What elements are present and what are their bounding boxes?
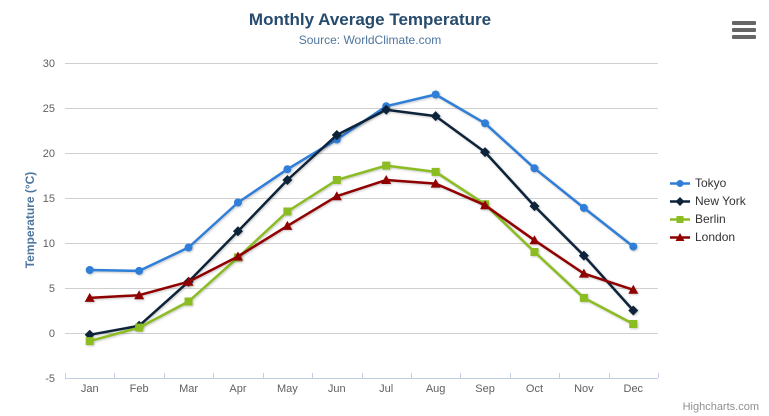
data-point-marker[interactable] <box>480 200 491 210</box>
chart-title: Monthly Average Temperature <box>248 10 492 29</box>
x-tick-label: Nov <box>574 383 594 395</box>
data-point-marker[interactable] <box>283 207 292 216</box>
legend-item-label: New York <box>695 194 746 208</box>
data-point-marker[interactable] <box>382 161 391 170</box>
gridlines <box>65 63 658 379</box>
x-tick-label: Jan <box>81 383 99 395</box>
chart-subtitle: Source: WorldClimate.com <box>298 33 442 47</box>
x-tick-label: May <box>277 383 298 395</box>
data-point-marker[interactable] <box>283 165 292 174</box>
y-tick-label: 20 <box>43 148 55 160</box>
data-point-marker[interactable] <box>85 337 94 346</box>
data-point-marker[interactable] <box>381 175 392 184</box>
data-point-marker[interactable] <box>676 179 684 187</box>
x-axis <box>65 373 659 379</box>
legend-item-berlin[interactable]: Berlin <box>670 210 746 228</box>
legend-item-tokyo[interactable]: Tokyo <box>670 174 746 192</box>
y-axis-title: Temperature (°C) <box>23 171 37 269</box>
x-tick-label: Feb <box>130 383 149 395</box>
y-tick-label: 0 <box>49 328 55 340</box>
data-point-marker[interactable] <box>331 130 342 140</box>
x-tick-label: Jun <box>328 383 346 395</box>
data-point-marker[interactable] <box>578 268 589 278</box>
data-point-marker[interactable] <box>85 266 94 274</box>
series-line-berlin <box>88 164 635 343</box>
x-tick-label: Oct <box>526 383 543 395</box>
data-point-marker[interactable] <box>481 119 490 128</box>
data-point-marker[interactable] <box>480 147 491 158</box>
data-point-marker[interactable] <box>628 284 639 294</box>
y-tick-label: 5 <box>49 283 55 295</box>
data-point-marker[interactable] <box>232 226 243 237</box>
series-tokyo <box>85 90 638 275</box>
data-point-marker[interactable] <box>430 178 441 188</box>
data-point-marker[interactable] <box>629 320 638 328</box>
legend-item-label: London <box>695 230 736 244</box>
data-point-marker[interactable] <box>675 232 685 241</box>
x-tick-label: Aug <box>426 383 446 395</box>
data-point-marker[interactable] <box>431 90 440 99</box>
data-point-marker[interactable] <box>331 191 342 201</box>
series-london <box>84 175 639 302</box>
hamburger-bar <box>732 35 756 39</box>
series-line-tokyo <box>88 93 635 273</box>
data-point-marker[interactable] <box>183 276 194 286</box>
legend-item-label: Tokyo <box>695 176 727 190</box>
x-tick-label: Sep <box>475 383 495 395</box>
legend-item-label: Berlin <box>695 212 726 226</box>
series-line-london <box>88 178 635 300</box>
x-tick-label: Apr <box>229 383 246 395</box>
data-point-marker[interactable] <box>529 235 540 245</box>
data-point-marker[interactable] <box>233 198 242 207</box>
data-point-marker[interactable] <box>628 305 639 316</box>
data-point-marker[interactable] <box>579 293 588 302</box>
x-tick-label: Mar <box>179 383 198 395</box>
x-tick-label: Dec <box>624 383 644 395</box>
series-new-york <box>84 104 639 340</box>
data-point-marker[interactable] <box>676 215 684 223</box>
x-tick-label: Jul <box>379 383 393 395</box>
data-point-marker[interactable] <box>135 266 144 275</box>
legend-marker-icon <box>670 232 690 241</box>
data-point-marker[interactable] <box>84 292 95 302</box>
data-point-marker[interactable] <box>431 167 440 176</box>
legend: Tokyo New York Berlin London <box>670 174 746 246</box>
data-point-marker[interactable] <box>529 201 540 212</box>
y-tick-label: 15 <box>43 193 55 205</box>
data-point-marker[interactable] <box>282 220 293 230</box>
data-point-marker[interactable] <box>430 111 441 122</box>
data-point-marker[interactable] <box>579 203 588 212</box>
legend-marker-icon <box>670 179 690 187</box>
data-point-marker[interactable] <box>530 248 539 256</box>
legend-marker-icon <box>670 215 690 223</box>
y-tick-label: -5 <box>45 373 55 385</box>
legend-item-new-york[interactable]: New York <box>670 192 746 210</box>
data-point-marker[interactable] <box>232 251 243 261</box>
hamburger-bar <box>732 21 756 25</box>
data-point-marker[interactable] <box>530 164 539 173</box>
y-tick-label: 30 <box>43 58 55 70</box>
legend-marker-icon <box>670 196 690 206</box>
hamburger-bar <box>732 28 756 32</box>
data-point-marker[interactable] <box>332 176 341 184</box>
legend-item-london[interactable]: London <box>670 228 746 246</box>
y-tick-label: 25 <box>43 103 55 115</box>
data-point-marker[interactable] <box>381 104 392 115</box>
data-point-marker[interactable] <box>184 297 193 306</box>
hamburger-menu-icon[interactable] <box>732 21 756 39</box>
data-point-marker[interactable] <box>184 243 193 252</box>
data-point-marker[interactable] <box>629 242 638 251</box>
data-point-marker[interactable] <box>282 175 293 185</box>
data-point-marker[interactable] <box>135 323 144 332</box>
series-line-new-york <box>88 108 635 337</box>
y-tick-label: 10 <box>43 238 55 250</box>
data-point-marker[interactable] <box>578 250 589 261</box>
data-point-marker[interactable] <box>675 196 685 206</box>
data-point-marker[interactable] <box>134 290 145 300</box>
highcharts-credits[interactable]: Highcharts.com <box>682 401 759 413</box>
